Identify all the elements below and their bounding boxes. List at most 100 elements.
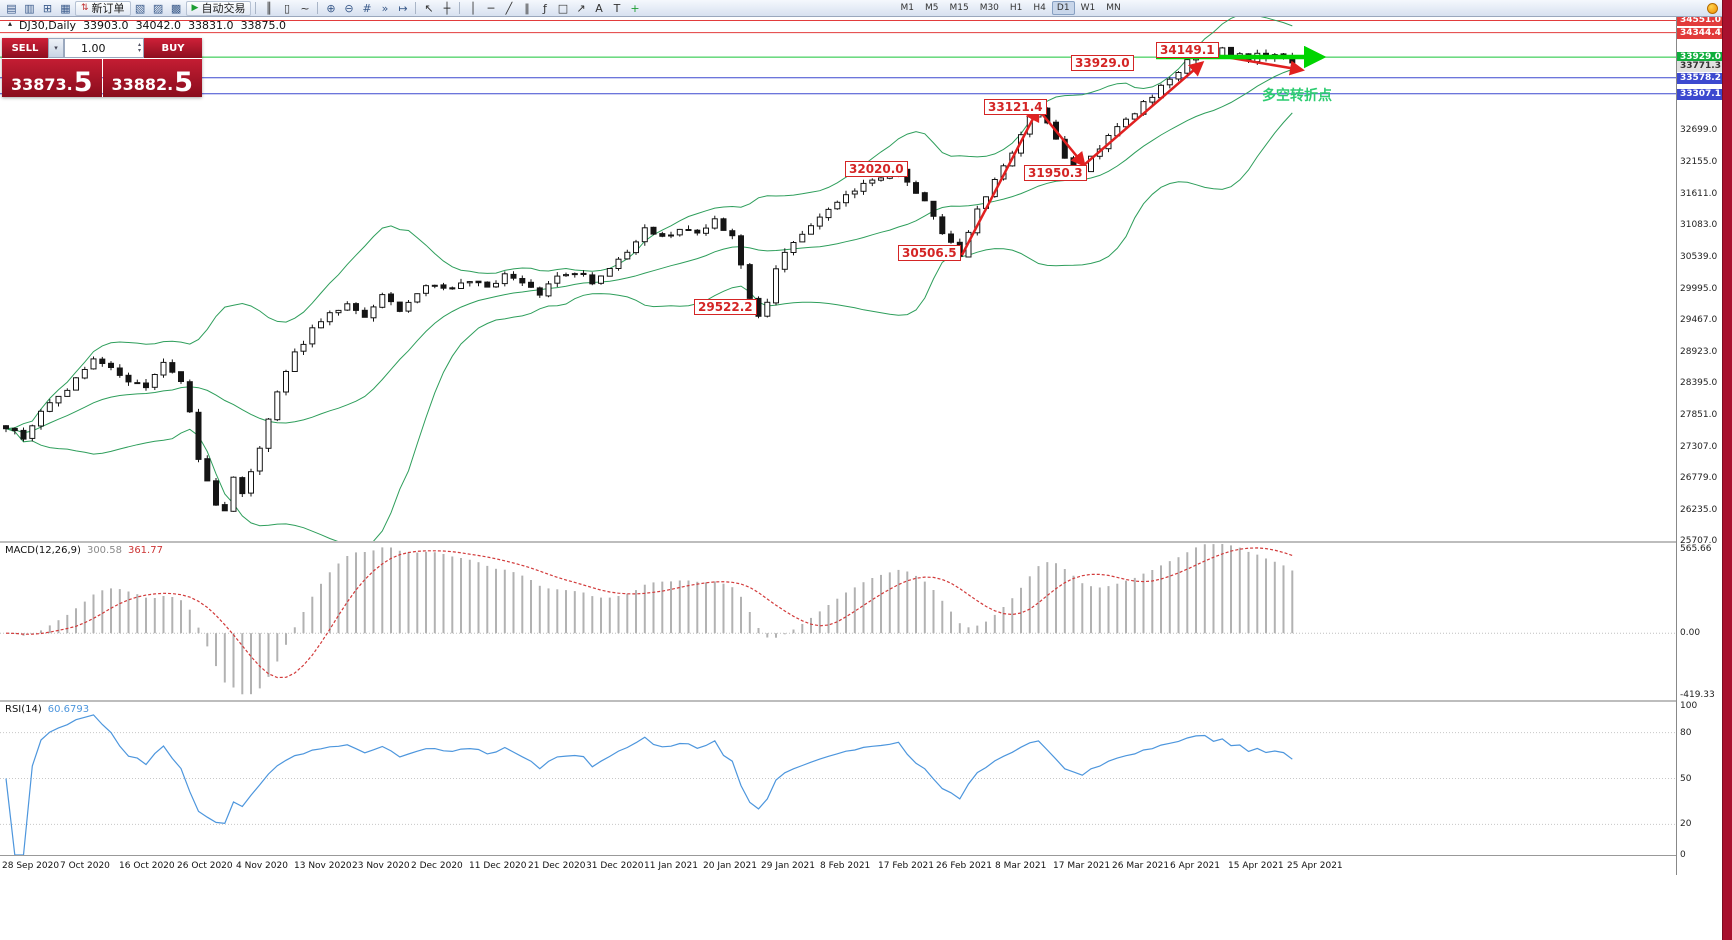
channel-icon[interactable]: ∥ (524, 1, 530, 15)
candlestick-chart-icon[interactable]: ▯ (283, 1, 290, 15)
price-chart-canvas (0, 17, 1676, 541)
rsi-name: RSI(14) (5, 704, 42, 715)
trendline-icon[interactable]: ╱ (505, 1, 513, 15)
new-chart-icon[interactable]: ▤ (6, 1, 17, 15)
zoom-out-icon[interactable]: ⊖ (344, 1, 354, 15)
buy-button[interactable]: BUY (144, 38, 202, 58)
toolbar-gap (644, 8, 894, 9)
terminal-icon[interactable]: ▨ (152, 1, 164, 15)
new-order-button[interactable]: ⇅ 新订单 (75, 0, 131, 16)
chart-shift-icon[interactable]: ↦ (398, 1, 408, 15)
chart-high-value: 34042.0 (135, 19, 182, 32)
price-tick-label: 27851.0 (1680, 410, 1718, 420)
rsi-line (5, 714, 1293, 855)
rsi-axis-label: 80 (1680, 728, 1692, 738)
one-click-trading-panel: SELL ▾ 1.00 ▴ ▾ BUY 33873. 5 33882. 5 (2, 38, 202, 97)
lot-value: 1.00 (81, 41, 106, 55)
timeframe-mn-button[interactable]: MN (1106, 3, 1121, 13)
horizontal-line-icon[interactable]: ─ (487, 1, 495, 15)
chart-window-icon[interactable]: ▧ (134, 1, 146, 15)
new-order-icon: ⇅ (81, 2, 89, 13)
market-watch-icon[interactable]: ⊞ (42, 1, 53, 15)
autoscroll-icon[interactable]: » (381, 1, 389, 15)
macd-axis-label: 565.66 (1680, 544, 1712, 554)
cursor-icon[interactable]: ↖ (424, 1, 434, 15)
rsi-label: RSI(14) 60.6793 (5, 704, 89, 715)
turning-point-note[interactable]: 多空转折点 (1262, 88, 1332, 104)
timeframe-d1-button[interactable]: D1 (1051, 1, 1075, 15)
bar-chart-icon[interactable]: ║ (265, 1, 273, 15)
time-axis: 28 Sep 2020 7 Oct 2020 16 Oct 2020 26 Oct 2… (0, 855, 1676, 875)
date-label: 11 Jan 2021 (644, 861, 698, 871)
vertical-scrollbar[interactable] (1722, 0, 1732, 940)
timeframe-m1-button[interactable]: M1 (900, 3, 914, 13)
strategy-tester-icon[interactable]: ▩ (170, 1, 182, 15)
vertical-line-icon[interactable]: │ (469, 1, 477, 15)
notification-icon[interactable] (1707, 3, 1718, 14)
data-window-icon[interactable]: ▦ (60, 1, 71, 15)
auto-trading-icon: ▶ (191, 2, 199, 13)
zoom-in-icon[interactable]: ⊕ (326, 1, 336, 15)
sell-button[interactable]: SELL (2, 38, 48, 58)
buy-label: BUY (161, 42, 185, 54)
price-tick-label: 28395.0 (1680, 378, 1718, 388)
date-label: 16 Oct 2020 (119, 861, 175, 871)
timeframe-h1-button[interactable]: H1 (1009, 3, 1023, 13)
price-annotation[interactable]: 29522.2 (694, 299, 757, 315)
sell-price-button[interactable]: 33873. 5 (2, 59, 102, 97)
price-annotation[interactable]: 32020.0 (845, 161, 908, 177)
sell-dropdown-icon[interactable]: ▾ (48, 38, 64, 58)
chart-marker-icon: ▴ (8, 19, 13, 28)
rsi-value: 60.6793 (47, 704, 90, 715)
price-tick-label: 28923.0 (1680, 347, 1718, 357)
lot-size-field[interactable]: 1.00 ▴ ▾ (64, 38, 144, 58)
date-label: 23 Nov 2020 (352, 861, 410, 871)
profiles-icon[interactable]: ▥ (24, 1, 35, 15)
grid-icon[interactable]: # (362, 1, 372, 15)
price-annotation[interactable]: 33929.0 (1071, 55, 1134, 71)
buy-price-button[interactable]: 33882. 5 (102, 59, 202, 99)
buy-price-big-digit: 5 (174, 67, 194, 99)
crosshair-icon[interactable]: ┼ (443, 1, 451, 15)
price-tick-label: 27307.0 (1680, 442, 1718, 452)
macd-panel[interactable]: MACD(12,26,9) 300.58 361.77 (0, 541, 1676, 700)
price-annotation[interactable]: 30506.5 (898, 245, 961, 261)
sell-price-big-digit: 5 (73, 67, 93, 99)
price-tick-label: 32699.0 (1680, 125, 1718, 135)
lot-decrease-button[interactable]: ▾ (137, 47, 141, 54)
text-icon[interactable]: A (595, 1, 603, 15)
date-label: 26 Mar 2021 (1112, 861, 1170, 871)
indicators-icon[interactable]: + (630, 1, 640, 15)
chart-symbol-period: DJ30,Daily (19, 19, 77, 32)
horizontal-price-lines[interactable] (0, 20, 1676, 95)
price-tag: 33929.0 (1677, 52, 1722, 63)
date-label: 26 Oct 2020 (177, 861, 233, 871)
label-icon[interactable]: T (613, 1, 621, 15)
chart-title: ▴ DJ30,Daily 33903.0 34042.0 33831.0 338… (8, 19, 286, 32)
timeframe-m15-button[interactable]: M15 (949, 3, 969, 13)
shapes-icon[interactable]: □ (557, 1, 569, 15)
candles (3, 45, 1296, 512)
lot-increase-button[interactable]: ▴ (137, 41, 141, 48)
fibonacci-icon[interactable]: ƒ (543, 1, 547, 15)
rsi-chart-canvas (0, 714, 1676, 855)
timeframe-m30-button[interactable]: M30 (979, 3, 999, 13)
price-annotation[interactable]: 31950.3 (1024, 165, 1087, 181)
rsi-panel[interactable]: RSI(14) 60.6793 (0, 700, 1676, 855)
arrows-icon[interactable]: ↗ (576, 1, 586, 15)
date-label: 6 Apr 2021 (1170, 861, 1220, 871)
price-annotation[interactable]: 34149.1 (1156, 42, 1219, 58)
timeframe-w1-button[interactable]: W1 (1080, 3, 1096, 13)
rally-arrow-1 (960, 106, 1040, 256)
main-chart-panel[interactable]: ▴ DJ30,Daily 33903.0 34042.0 33831.0 338… (0, 17, 1676, 541)
line-chart-icon[interactable]: ~ (300, 1, 310, 15)
sell-price: 33873. (10, 75, 73, 95)
timeframe-m5-button[interactable]: M5 (924, 3, 939, 13)
toolbar-separator (459, 2, 461, 14)
auto-trading-button[interactable]: ▶ 自动交易 (185, 0, 252, 16)
macd-signal-line (5, 547, 1293, 679)
macd-label: MACD(12,26,9) 300.58 361.77 (5, 545, 163, 556)
price-annotation[interactable]: 33121.4 (984, 99, 1047, 115)
timeframe-h4-button[interactable]: H4 (1033, 3, 1046, 13)
rsi-axis-label: 20 (1680, 819, 1692, 829)
